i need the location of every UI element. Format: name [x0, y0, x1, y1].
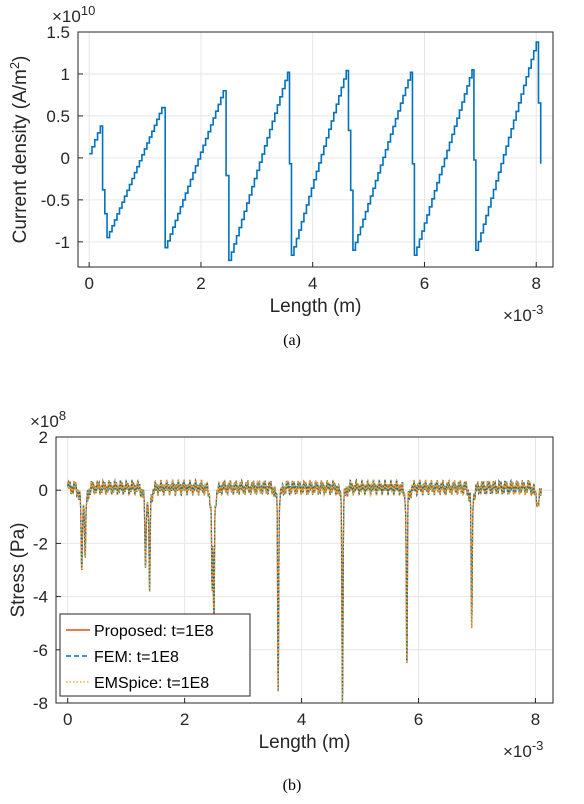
panel-a-current-density-line — [89, 41, 542, 262]
a-x-tick-label: 6 — [420, 274, 429, 293]
b-y-tick-label: -8 — [33, 694, 48, 713]
panel-b-axes-frame — [55, 436, 554, 704]
panel-b-y-exponent-power: 8 — [59, 408, 66, 423]
panel-b-caption: (b) — [283, 777, 302, 794]
a-y-tick-label: 0.5 — [46, 107, 70, 126]
panel-a-x-exponent-power: -3 — [532, 302, 544, 317]
panel-b-stress-chart: 0 2 4 6 8 -8 -6 -4 -2 0 2 Length (m) Stress (Pa) ×… — [8, 408, 554, 794]
panel-b-tick-labels: 0 2 4 6 8 -8 -6 -4 -2 0 2 — [33, 428, 540, 729]
panel-a-tick-labels: 0 2 4 6 8 -1 -0.5 0 0.5 1 1.5 — [41, 23, 541, 293]
panel-a-current-density-chart: 0 2 4 6 8 -1 -0.5 0 0.5 1 1.5 Length (m) Current d… — [7, 3, 554, 349]
a-x-tick-label: 2 — [196, 274, 205, 293]
a-y-tick-label: 1.5 — [46, 23, 70, 42]
panel-a-y-axis-label-main: Current density (A/m — [10, 69, 31, 243]
legend-entry-fem: FEM: t=1E8 — [66, 649, 179, 666]
legend-label-fem: FEM: t=1E8 — [94, 649, 179, 666]
panel-b-x-exponent-power: -3 — [532, 738, 544, 753]
panel-b-legend: Proposed: t=1E8 FEM: t=1E8 EMSpice: t=1E… — [59, 613, 251, 697]
panel-b-y-exponent: ×108 — [30, 408, 66, 431]
b-y-tick-label: -6 — [33, 641, 48, 660]
b-x-tick-label: 2 — [180, 710, 189, 729]
a-y-tick-label: -1 — [55, 233, 70, 252]
panel-a-x-exponent-base: ×10 — [503, 306, 532, 325]
b-y-tick-label: -4 — [33, 588, 48, 607]
a-y-tick-label: 0 — [61, 149, 70, 168]
b-y-tick-label: 2 — [39, 428, 48, 447]
panel-a-y-axis-label-superscript: 2 — [7, 62, 22, 69]
b-x-tick-label: 8 — [531, 710, 540, 729]
panel-a-y-axis-label: Current density (A/m2) — [7, 56, 31, 244]
a-x-tick-label: 0 — [84, 274, 93, 293]
panel-a-y-axis-label-end: ) — [10, 56, 31, 62]
panel-b-x-axis-label: Length (m) — [259, 732, 351, 753]
legend-label-emspice: EMSpice: t=1E8 — [94, 675, 209, 692]
panel-b-series-emspice-line — [67, 477, 542, 703]
panel-b-y-axis-label: Stress (Pa) — [8, 522, 29, 617]
panel-a-y-exponent-power: 10 — [81, 3, 95, 18]
panel-a-x-axis-label: Length (m) — [270, 296, 362, 317]
b-y-tick-label: 0 — [39, 481, 48, 500]
panel-a-x-exponent: ×10-3 — [503, 302, 543, 325]
a-x-tick-label: 8 — [532, 274, 541, 293]
b-y-tick-label: -2 — [33, 534, 48, 553]
panel-a-y-exponent-base: ×10 — [52, 7, 81, 26]
panel-b-legend-box — [59, 613, 251, 697]
panel-b-x-exponent: ×10-3 — [503, 738, 543, 761]
panel-a-caption: (a) — [283, 332, 301, 349]
panel-a-y-exponent: ×1010 — [52, 3, 95, 26]
b-x-tick-label: 0 — [63, 710, 72, 729]
legend-label-proposed: Proposed: t=1E8 — [94, 623, 214, 640]
a-y-tick-label: -0.5 — [41, 191, 70, 210]
panel-a-axes-frame — [77, 31, 554, 268]
legend-entry-emspice: EMSpice: t=1E8 — [66, 675, 209, 692]
legend-entry-proposed: Proposed: t=1E8 — [66, 623, 214, 640]
panel-b-x-exponent-base: ×10 — [503, 742, 532, 761]
a-x-tick-label: 4 — [308, 274, 317, 293]
b-x-tick-label: 6 — [414, 710, 423, 729]
panel-b-y-exponent-base: ×10 — [30, 412, 59, 431]
a-y-tick-label: 1 — [61, 65, 70, 84]
b-x-tick-label: 4 — [297, 710, 306, 729]
